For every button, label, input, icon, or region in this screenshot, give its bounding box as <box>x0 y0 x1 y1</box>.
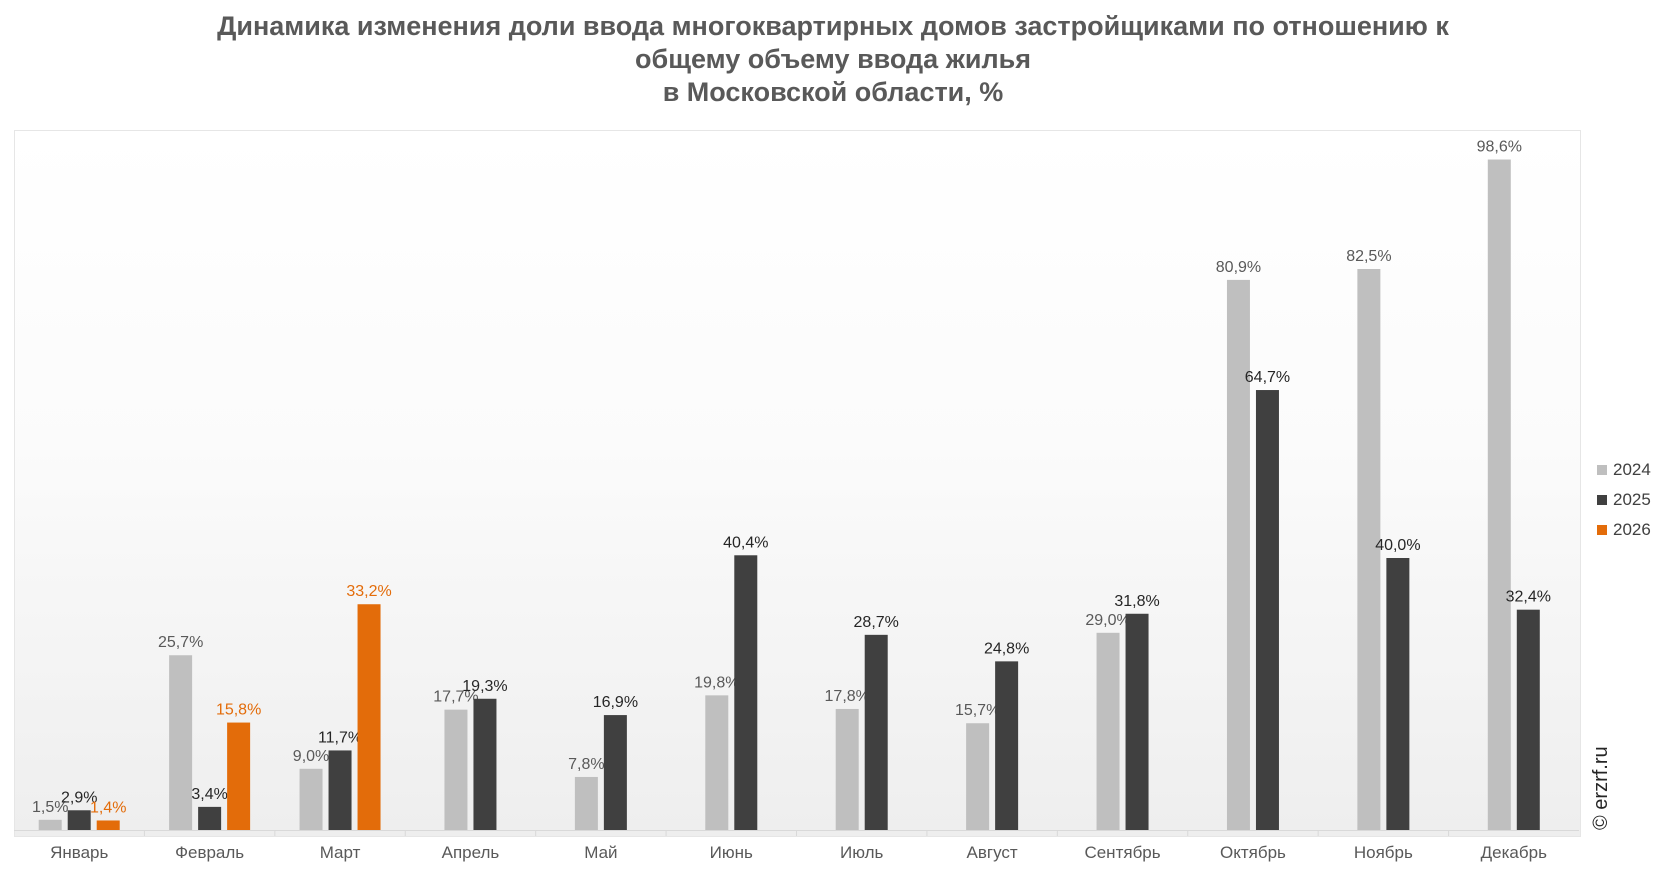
bar-2024 <box>169 655 193 830</box>
x-tick-label: Август <box>967 843 1018 862</box>
x-tick-label: Декабрь <box>1481 843 1547 862</box>
legend-item-2024: 2024 <box>1597 455 1651 485</box>
legend-label: 2025 <box>1613 490 1651 509</box>
data-label-2025: 32,4% <box>1506 589 1551 606</box>
bar-2024 <box>444 709 468 830</box>
bar-2024 <box>574 776 598 830</box>
x-tick-label: Ноябрь <box>1354 843 1413 862</box>
data-label-2026: 1,4% <box>90 799 126 816</box>
legend: 2024 2025 2026 <box>1597 455 1651 545</box>
data-label-2025: 19,3% <box>462 678 507 695</box>
plot-area <box>14 130 1581 837</box>
bar-2025 <box>67 810 91 830</box>
x-tick-label: Май <box>584 843 617 862</box>
data-label-2024: 7,8% <box>568 756 604 773</box>
bar-2024 <box>705 695 729 830</box>
x-tick-label: Июль <box>840 843 884 862</box>
chart-title: Динамика изменения доли ввода многокварт… <box>0 10 1666 109</box>
data-label-2026: 33,2% <box>346 583 391 600</box>
data-label-2024: 15,7% <box>955 702 1000 719</box>
bar-2024 <box>299 768 323 830</box>
data-label-2025: 64,7% <box>1245 369 1290 386</box>
data-label-2025: 16,9% <box>593 694 638 711</box>
x-tick-label: Июнь <box>710 843 753 862</box>
legend-label: 2024 <box>1613 460 1651 479</box>
data-label-2024: 25,7% <box>158 634 203 651</box>
data-label-2024: 98,6% <box>1477 139 1522 156</box>
bar-2025 <box>473 698 497 830</box>
legend-swatch <box>1597 465 1607 475</box>
bar-2025 <box>328 750 352 830</box>
data-label-2024: 1,5% <box>32 799 68 816</box>
legend-item-2025: 2025 <box>1597 485 1651 515</box>
bar-2025 <box>864 634 888 830</box>
bar-2024 <box>1096 632 1120 830</box>
bar-2025 <box>1125 613 1149 830</box>
x-tick-label: Апрель <box>442 843 500 862</box>
bar-2026 <box>357 604 381 830</box>
watermark: © erzrf.ru <box>1590 746 1612 830</box>
x-tick-label: Октябрь <box>1220 843 1286 862</box>
bar-2025 <box>603 715 627 830</box>
data-label-2024: 17,8% <box>825 688 870 705</box>
data-label-2026: 15,8% <box>216 702 261 719</box>
legend-label: 2026 <box>1613 520 1651 539</box>
data-label-2024: 17,7% <box>433 689 478 706</box>
bar-2025 <box>198 806 222 830</box>
bar-2024 <box>1226 279 1250 830</box>
bar-2024 <box>38 819 62 830</box>
bar-2024 <box>1357 269 1381 830</box>
bar-2025 <box>1255 390 1279 830</box>
data-label-2024: 9,0% <box>293 748 329 765</box>
x-tick-label: Февраль <box>175 843 244 862</box>
legend-swatch <box>1597 495 1607 505</box>
title-line-3: в Московской области, % <box>662 77 1004 107</box>
x-tick-label: Сентябрь <box>1084 843 1160 862</box>
data-label-2025: 31,8% <box>1114 593 1159 610</box>
bar-2025 <box>734 555 758 830</box>
data-label-2025: 24,8% <box>984 640 1029 657</box>
data-label-2024: 82,5% <box>1346 248 1391 265</box>
data-label-2024: 19,8% <box>694 674 739 691</box>
data-label-2025: 3,4% <box>191 786 227 803</box>
bar-2026 <box>96 820 120 830</box>
bar-2024 <box>1487 159 1511 830</box>
data-label-2025: 40,0% <box>1375 537 1420 554</box>
bar-2025 <box>995 661 1019 830</box>
bar-2025 <box>1516 609 1540 830</box>
title-line-2: общему объему ввода жилья <box>635 44 1031 74</box>
legend-swatch <box>1597 525 1607 535</box>
bar-2024 <box>966 723 990 830</box>
x-tick-label: Январь <box>50 843 108 862</box>
title-line-1: Динамика изменения доли ввода многокварт… <box>217 11 1449 41</box>
bar-2024 <box>835 708 859 830</box>
data-label-2025: 28,7% <box>854 614 899 631</box>
x-tick-label: Март <box>320 843 361 862</box>
bar-2026 <box>227 722 251 830</box>
data-label-2024: 29,0% <box>1085 612 1130 629</box>
data-label-2024: 80,9% <box>1216 259 1261 276</box>
data-label-2025: 11,7% <box>318 729 362 746</box>
bar-2025 <box>1386 558 1410 830</box>
data-label-2025: 40,4% <box>723 534 768 551</box>
legend-item-2026: 2026 <box>1597 515 1651 545</box>
data-label-2025: 2,9% <box>61 789 97 806</box>
